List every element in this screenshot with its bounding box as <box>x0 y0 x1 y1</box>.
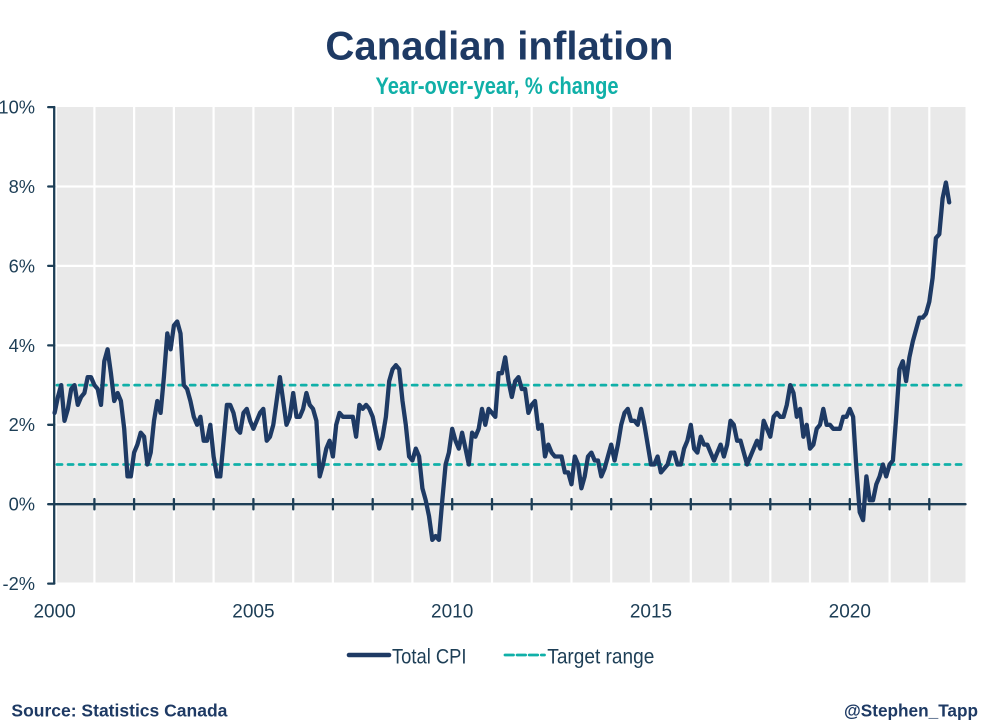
svg-text:Total CPI: Total CPI <box>392 645 467 668</box>
svg-text:10%: 10% <box>0 97 35 118</box>
svg-text:8%: 8% <box>9 176 35 197</box>
svg-text:2010: 2010 <box>431 602 473 623</box>
svg-text:2020: 2020 <box>829 602 871 623</box>
svg-text:@Stephen_Tapp: @Stephen_Tapp <box>844 701 978 721</box>
svg-text:0%: 0% <box>9 494 35 515</box>
svg-text:4%: 4% <box>9 335 35 356</box>
svg-text:2015: 2015 <box>630 602 672 623</box>
svg-text:-2%: -2% <box>2 573 35 594</box>
svg-text:Target range: Target range <box>547 645 654 668</box>
svg-text:2%: 2% <box>9 414 35 435</box>
svg-text:Year-over-year, % change: Year-over-year, % change <box>376 73 619 100</box>
svg-text:Canadian inflation: Canadian inflation <box>325 24 673 68</box>
svg-text:2000: 2000 <box>33 602 75 623</box>
svg-text:6%: 6% <box>9 255 35 276</box>
svg-text:2005: 2005 <box>232 602 274 623</box>
svg-text:Source: Statistics Canada: Source: Statistics Canada <box>11 701 227 721</box>
